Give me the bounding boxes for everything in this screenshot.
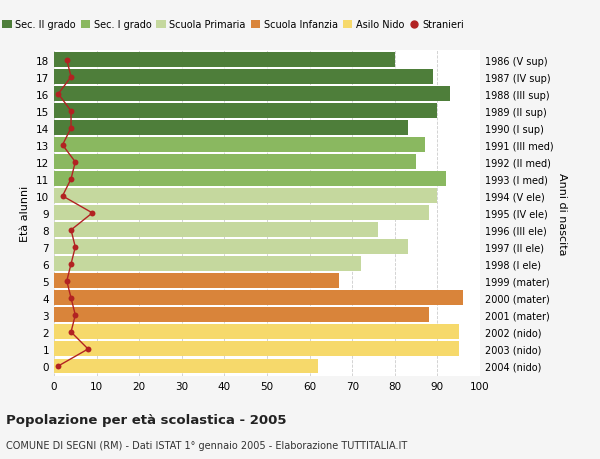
Point [62, 278, 71, 285]
Bar [54, 342, 459, 357]
Point [66, 125, 76, 132]
Point [58, 193, 67, 200]
Bar [54, 291, 463, 306]
Point [66, 261, 76, 268]
Bar [54, 325, 459, 340]
Bar [54, 223, 378, 238]
Bar [54, 189, 437, 204]
Point [53, 91, 63, 98]
Y-axis label: Età alunni: Età alunni [20, 185, 31, 241]
Point [53, 363, 63, 370]
Bar [54, 70, 433, 85]
Bar [54, 172, 446, 187]
Bar [54, 155, 416, 170]
Bar [54, 104, 437, 119]
Text: COMUNE DI SEGNI (RM) - Dati ISTAT 1° gennaio 2005 - Elaborazione TUTTITALIA.IT: COMUNE DI SEGNI (RM) - Dati ISTAT 1° gen… [6, 440, 407, 450]
Point [58, 142, 67, 149]
Point [71, 159, 80, 166]
Point [66, 176, 76, 183]
Bar [54, 359, 318, 374]
Bar [54, 274, 340, 289]
Bar [54, 257, 361, 272]
Point [66, 74, 76, 81]
Y-axis label: Anni di nascita: Anni di nascita [557, 172, 568, 255]
Bar [54, 240, 407, 255]
Text: Popolazione per età scolastica - 2005: Popolazione per età scolastica - 2005 [6, 413, 287, 426]
Legend: Sec. II grado, Sec. I grado, Scuola Primaria, Scuola Infanzia, Asilo Nido, Stran: Sec. II grado, Sec. I grado, Scuola Prim… [0, 16, 468, 34]
Bar [54, 87, 450, 102]
Bar [54, 138, 425, 153]
Bar [54, 121, 407, 136]
Point [66, 329, 76, 336]
Bar [54, 308, 429, 323]
Point [71, 244, 80, 251]
Point [66, 227, 76, 234]
Point [88, 210, 97, 217]
Point [71, 312, 80, 319]
Point [83, 346, 93, 353]
Point [66, 108, 76, 115]
Point [62, 57, 71, 64]
Bar [54, 206, 429, 221]
Point [66, 295, 76, 302]
Bar [54, 53, 395, 68]
